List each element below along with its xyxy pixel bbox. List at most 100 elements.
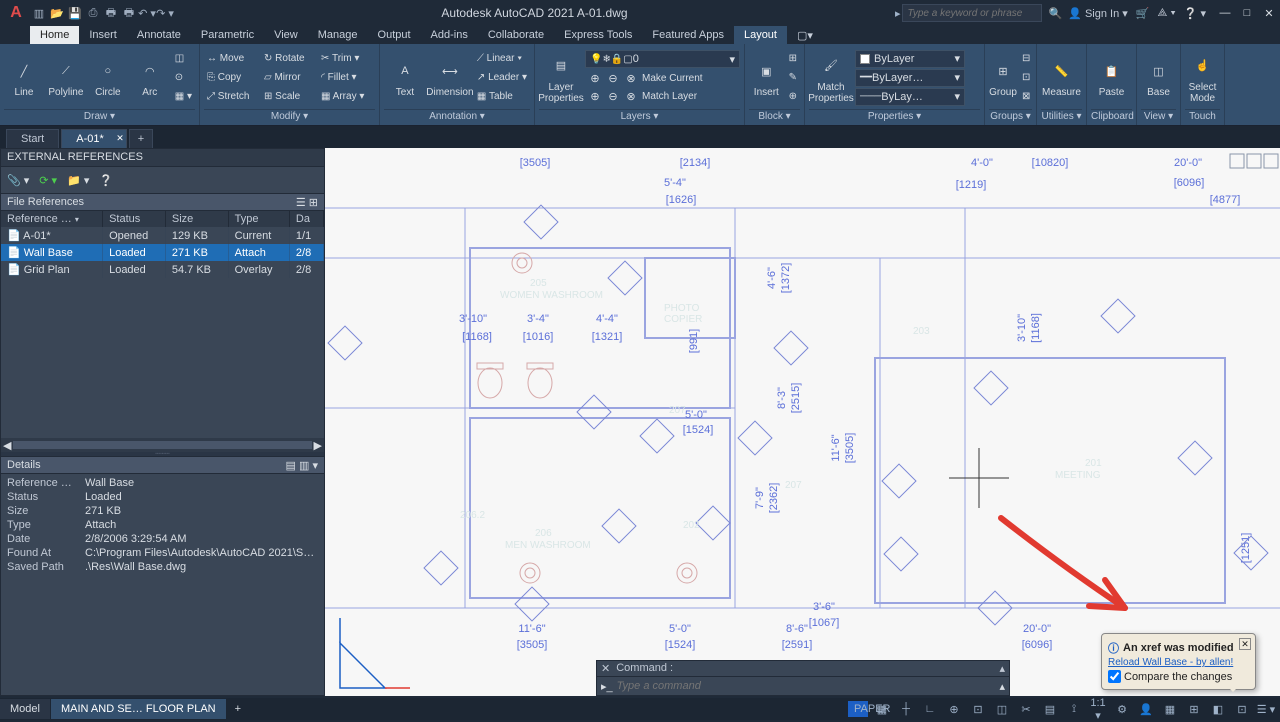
xref-attach-icon[interactable]: 📎 ▾: [7, 174, 29, 187]
ribbontab-express-tools[interactable]: Express Tools: [554, 26, 642, 44]
qat-plot-icon[interactable]: 🖶: [102, 4, 120, 22]
modify-fillet[interactable]: ◜ Fillet ▾: [318, 69, 375, 87]
linetype-combo[interactable]: ─── ByLay…▾: [855, 88, 965, 106]
panel-modify-title[interactable]: Modify ▾: [204, 109, 375, 125]
modeltab-new[interactable]: +: [227, 699, 249, 719]
modify-array[interactable]: ▦ Array ▾: [318, 88, 375, 106]
ribbontab-manage[interactable]: Manage: [308, 26, 368, 44]
modify-trim[interactable]: ✂ Trim ▾: [318, 50, 375, 68]
cmd-close-icon[interactable]: ✕: [601, 662, 610, 675]
ribbontab-annotate[interactable]: Annotate: [127, 26, 191, 44]
qat-redo-icon[interactable]: ↷ ▾: [156, 4, 174, 22]
ribbontab-output[interactable]: Output: [368, 26, 421, 44]
share-icon[interactable]: ▸: [895, 7, 901, 20]
xref-row[interactable]: 📄 Wall BaseLoaded271 KBAttach2/8: [1, 244, 324, 261]
xref-col-0[interactable]: Reference … ▾: [1, 211, 103, 227]
select-mode-button[interactable]: ☝Select Mode: [1185, 49, 1220, 107]
color-combo[interactable]: ByLayer▾: [855, 50, 965, 68]
details-view1-icon[interactable]: ▤: [286, 460, 296, 472]
dimension-button[interactable]: ⟷Dimension: [428, 49, 472, 107]
modeltab-model[interactable]: Model: [0, 699, 50, 719]
xref-treeview-icon[interactable]: ⊞: [309, 197, 318, 209]
panel-annotation-title[interactable]: Annotation ▾: [384, 109, 530, 125]
text-button[interactable]: AText: [384, 49, 426, 107]
ribbontab-collaborate[interactable]: Collaborate: [478, 26, 554, 44]
status-grid-icon[interactable]: ▦: [872, 703, 892, 716]
app-store-icon[interactable]: 🛒: [1136, 7, 1150, 20]
cmd-input[interactable]: [617, 680, 996, 692]
panel-clipboard-title[interactable]: Clipboard: [1091, 109, 1132, 125]
qat-save-icon[interactable]: 💾: [66, 4, 84, 22]
ribbontab-layout[interactable]: Layout: [734, 26, 787, 44]
drawing-canvas[interactable]: [3505][2134]4'-0"[10820]20'-0"5'-4"[1219…: [325, 148, 1280, 696]
modify-stretch[interactable]: ⤢ Stretch: [204, 88, 261, 106]
ribbontab-insert[interactable]: Insert: [79, 26, 127, 44]
help-search-input[interactable]: [902, 4, 1042, 22]
panel-utilities-title[interactable]: Utilities ▾: [1041, 109, 1082, 125]
modify-rotate[interactable]: ↻ Rotate: [261, 50, 318, 68]
doctab-close-icon[interactable]: ✕: [116, 133, 124, 144]
ribbontab-featured-apps[interactable]: Featured Apps: [642, 26, 734, 44]
panel-touch-title[interactable]: Touch: [1185, 109, 1220, 125]
cmd-recent-icon[interactable]: ▴: [999, 662, 1005, 675]
qat-plotpreview-icon[interactable]: 🖶: [120, 4, 138, 22]
ribbontab-add-ins[interactable]: Add-ins: [421, 26, 478, 44]
panel-layers-title[interactable]: Layers ▾: [539, 109, 740, 125]
polyline-button[interactable]: ⟋Polyline: [46, 49, 86, 107]
arc-button[interactable]: ◠Arc: [130, 49, 170, 107]
modify-move[interactable]: ↔ Move: [204, 50, 261, 68]
balloon-compare-check[interactable]: Compare the changes: [1108, 670, 1249, 683]
annot-table[interactable]: ▦ Table: [474, 88, 530, 106]
annot-leader[interactable]: ↗ Leader ▾: [474, 69, 530, 87]
modeltab-layout[interactable]: MAIN AND SE… FLOOR PLAN: [51, 699, 226, 719]
maximize-button[interactable]: □: [1240, 7, 1254, 20]
app-logo[interactable]: A: [4, 1, 28, 25]
annot-linear[interactable]: ⟋ Linear ▾: [474, 50, 530, 68]
ribbontab-home[interactable]: Home: [30, 26, 79, 44]
xref-table[interactable]: Reference … ▾StatusSizeTypeDa 📄 A-01*Ope…: [1, 211, 324, 278]
match-properties-button[interactable]: 🖌Match Properties: [809, 49, 853, 107]
xref-col-4[interactable]: Da: [289, 211, 323, 227]
ribbon-minimize-icon[interactable]: ▢▾: [787, 26, 823, 44]
base-button[interactable]: ◫Base: [1141, 49, 1176, 107]
lineweight-combo[interactable]: ━━ ByLayer…▾: [855, 69, 965, 87]
line-button[interactable]: ╱Line: [4, 49, 44, 107]
xref-path-icon[interactable]: 📁 ▾: [67, 174, 89, 187]
doctab-new[interactable]: +: [129, 129, 153, 148]
qat-undo-icon[interactable]: ↶ ▾: [138, 4, 156, 22]
xref-help-icon[interactable]: ❔: [99, 174, 113, 187]
xref-refresh-icon[interactable]: ⟳ ▾: [39, 174, 57, 187]
balloon-reload-link[interactable]: Reload Wall Base - by allen!: [1108, 657, 1233, 668]
group-button[interactable]: ⊞Group: [989, 49, 1017, 107]
close-button[interactable]: ✕: [1262, 7, 1276, 20]
signin-button[interactable]: 👤 Sign In ▾: [1068, 7, 1128, 20]
autodesk-icon[interactable]: ⟁ ▾: [1157, 7, 1175, 20]
help-icon[interactable]: ❔ ▾: [1184, 7, 1206, 20]
layer-combo[interactable]: 💡❄🔒▢ 0 ▾: [585, 50, 740, 68]
block-sm2[interactable]: ✎: [786, 69, 800, 87]
details-view2-icon[interactable]: ▥: [299, 460, 309, 472]
ribbontab-parametric[interactable]: Parametric: [191, 26, 264, 44]
xref-listview-icon[interactable]: ☰: [296, 197, 306, 209]
block-sm1[interactable]: ⊞: [786, 50, 800, 68]
command-line[interactable]: ✕Command :▴ ▸_▴: [596, 660, 1010, 696]
layer-make-current[interactable]: ⊕⊖⊗ Make Current: [585, 69, 740, 87]
minimize-button[interactable]: —: [1218, 7, 1232, 20]
modify-copy[interactable]: ⎘ Copy: [204, 69, 261, 87]
modify-scale[interactable]: ⊞ Scale: [261, 88, 318, 106]
ribbontab-view[interactable]: View: [264, 26, 308, 44]
panel-groups-title[interactable]: Groups ▾: [989, 109, 1032, 125]
status-paper[interactable]: PAPER: [848, 701, 868, 717]
modify-mirror[interactable]: ▱ Mirror: [261, 69, 318, 87]
measure-button[interactable]: 📏Measure: [1041, 49, 1082, 107]
cmd-up-icon[interactable]: ▴: [999, 680, 1005, 693]
xref-row[interactable]: 📄 A-01*Opened129 KBCurrent1/1: [1, 227, 324, 244]
layer-match-layer[interactable]: ⊕⊖⊗ Match Layer: [585, 87, 740, 105]
xref-col-1[interactable]: Status: [103, 211, 166, 227]
qat-open-icon[interactable]: 📂: [48, 4, 66, 22]
doctab-a01[interactable]: A-01*✕: [61, 129, 127, 148]
xref-col-2[interactable]: Size: [165, 211, 228, 227]
panel-view-title[interactable]: View ▾: [1141, 109, 1176, 125]
qat-saveall-icon[interactable]: ⎙: [84, 4, 102, 22]
panel-block-title[interactable]: Block ▾: [749, 109, 800, 125]
